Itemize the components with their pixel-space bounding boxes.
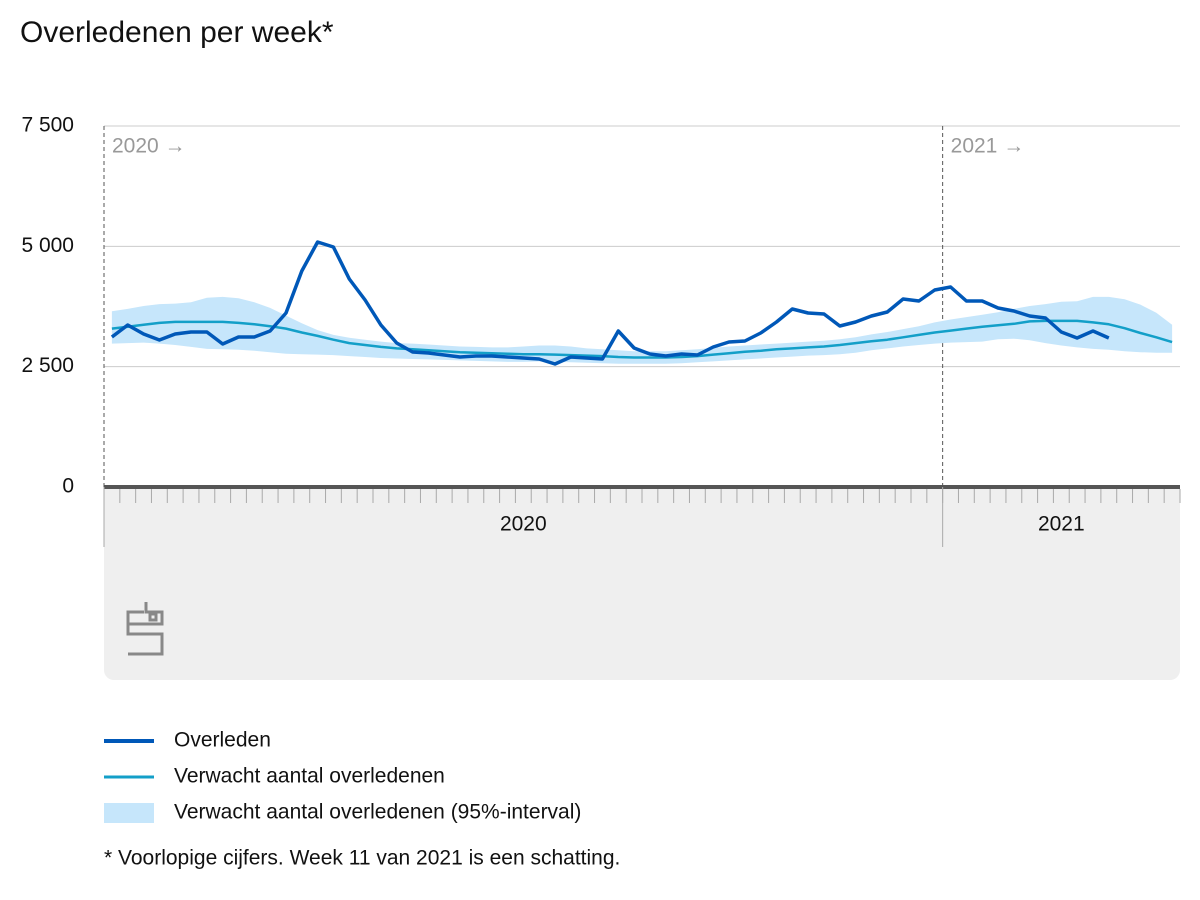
footnote: * Voorlopige cijfers. Week 11 van 2021 i… <box>104 847 620 870</box>
chart-title: Overledenen per week* <box>20 16 334 49</box>
legend-label: Verwacht aantal overledenen (95%-interva… <box>174 801 581 824</box>
y-tick-label: 5 000 <box>21 234 74 257</box>
legend-label: Overleden <box>174 729 271 752</box>
y-tick-label: 0 <box>62 475 74 498</box>
logo <box>126 602 164 656</box>
y-tick-label: 2 500 <box>21 354 74 377</box>
series-line <box>111 319 1173 359</box>
axis-panel <box>104 487 1180 680</box>
legend-label: Verwacht aantal overledenen <box>174 765 445 788</box>
x-group-label: 2021 <box>1038 513 1085 536</box>
series-line <box>110 240 1110 366</box>
y-tick-label: 7 500 <box>21 114 74 137</box>
year-marker-label: 2020 → <box>112 135 186 158</box>
year-marker-label: 2021 → <box>951 135 1025 158</box>
x-group-label: 2020 <box>500 513 547 536</box>
legend-swatch <box>104 803 154 823</box>
